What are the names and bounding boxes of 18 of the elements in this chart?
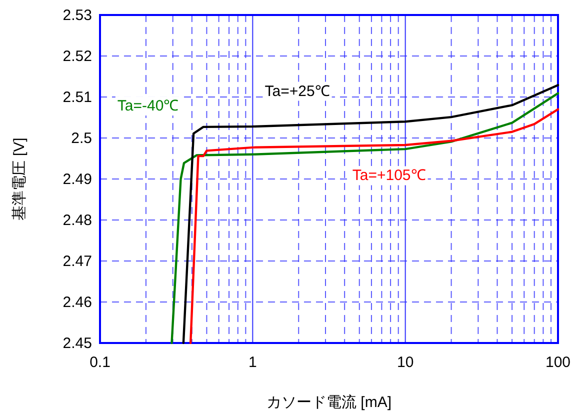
y-tick-label: 2.46 xyxy=(62,294,92,311)
text: Ta=-40℃ xyxy=(117,98,179,115)
x-axis-title: カソード電流 [mA] xyxy=(266,394,392,411)
y-tick-label: 2.51 xyxy=(62,89,92,106)
y-axis-title: 基準電圧 [V] xyxy=(11,138,28,220)
y-tick-label: 2.45 xyxy=(62,335,92,352)
x-tick-label: 10 xyxy=(396,354,414,371)
y-tick-label: 2.47 xyxy=(62,253,92,270)
y-tick-label: 2.52 xyxy=(62,48,92,65)
y-tick-label: 2.53 xyxy=(62,7,92,24)
x-tick-label: 0.1 xyxy=(90,354,110,371)
x-tick-label: 1 xyxy=(248,354,257,371)
y-tick-label: 2.48 xyxy=(62,212,92,229)
y-tick-label: 2.49 xyxy=(62,171,92,188)
x-tick-label: 100 xyxy=(545,354,571,371)
series-label: Ta=+105℃ xyxy=(352,167,426,184)
y-tick-label: 2.5 xyxy=(71,130,92,147)
series-label: Ta=+25℃ xyxy=(264,82,330,100)
